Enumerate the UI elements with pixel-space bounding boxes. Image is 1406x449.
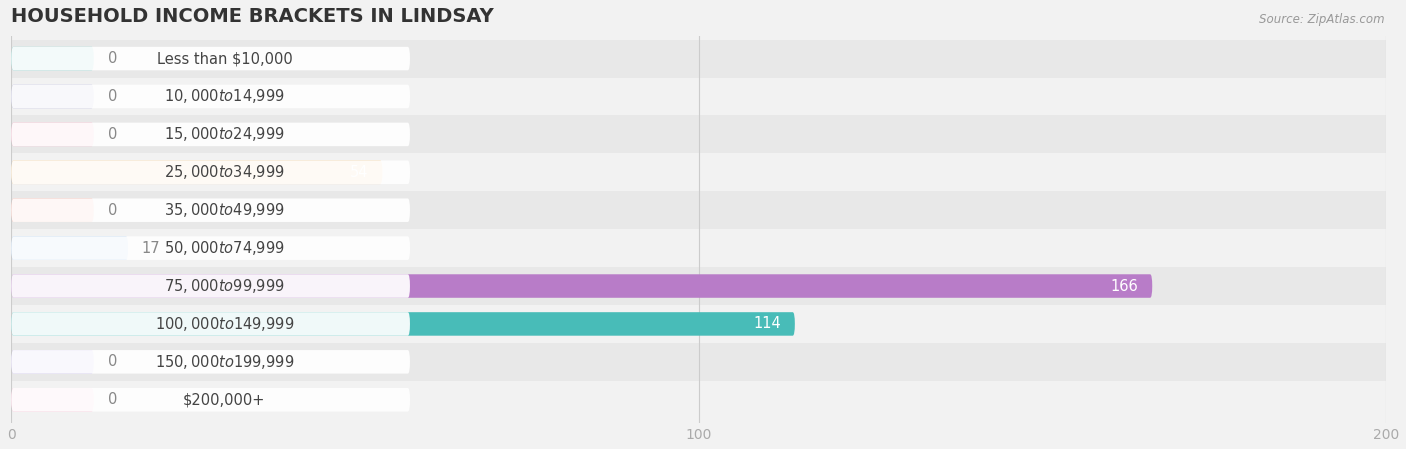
Text: 0: 0 <box>107 392 117 407</box>
FancyBboxPatch shape <box>11 123 94 146</box>
FancyBboxPatch shape <box>11 274 411 298</box>
FancyBboxPatch shape <box>11 236 411 260</box>
Bar <box>11 78 1386 115</box>
Text: 0: 0 <box>107 202 117 218</box>
FancyBboxPatch shape <box>11 350 411 374</box>
Bar <box>11 343 1386 381</box>
Text: Less than $10,000: Less than $10,000 <box>156 51 292 66</box>
Text: 0: 0 <box>107 354 117 370</box>
FancyBboxPatch shape <box>11 85 411 108</box>
Text: 166: 166 <box>1111 278 1139 294</box>
FancyBboxPatch shape <box>11 312 411 336</box>
Text: Source: ZipAtlas.com: Source: ZipAtlas.com <box>1260 13 1385 26</box>
FancyBboxPatch shape <box>11 236 128 260</box>
Bar <box>11 229 1386 267</box>
Bar <box>11 305 1386 343</box>
FancyBboxPatch shape <box>11 47 94 70</box>
FancyBboxPatch shape <box>11 312 794 336</box>
Text: 0: 0 <box>107 51 117 66</box>
Bar <box>11 154 1386 191</box>
FancyBboxPatch shape <box>11 161 382 184</box>
FancyBboxPatch shape <box>11 388 94 411</box>
Text: 17: 17 <box>142 241 160 255</box>
Text: $15,000 to $24,999: $15,000 to $24,999 <box>165 125 285 143</box>
Text: 0: 0 <box>107 89 117 104</box>
Bar <box>11 115 1386 154</box>
Text: HOUSEHOLD INCOME BRACKETS IN LINDSAY: HOUSEHOLD INCOME BRACKETS IN LINDSAY <box>11 7 494 26</box>
Bar <box>11 191 1386 229</box>
FancyBboxPatch shape <box>11 274 1153 298</box>
FancyBboxPatch shape <box>11 161 411 184</box>
FancyBboxPatch shape <box>11 350 94 374</box>
Text: $50,000 to $74,999: $50,000 to $74,999 <box>165 239 285 257</box>
FancyBboxPatch shape <box>11 85 94 108</box>
Text: $75,000 to $99,999: $75,000 to $99,999 <box>165 277 285 295</box>
FancyBboxPatch shape <box>11 198 411 222</box>
FancyBboxPatch shape <box>11 47 411 70</box>
Text: $150,000 to $199,999: $150,000 to $199,999 <box>155 353 294 371</box>
Text: $100,000 to $149,999: $100,000 to $149,999 <box>155 315 294 333</box>
Bar <box>11 267 1386 305</box>
Bar <box>11 381 1386 419</box>
Text: 114: 114 <box>754 317 782 331</box>
Text: 54: 54 <box>350 165 368 180</box>
Text: $35,000 to $49,999: $35,000 to $49,999 <box>165 201 285 219</box>
Text: $200,000+: $200,000+ <box>183 392 266 407</box>
FancyBboxPatch shape <box>11 123 411 146</box>
Text: $25,000 to $34,999: $25,000 to $34,999 <box>165 163 285 181</box>
Bar <box>11 40 1386 78</box>
Text: $10,000 to $14,999: $10,000 to $14,999 <box>165 88 285 106</box>
Text: 0: 0 <box>107 127 117 142</box>
FancyBboxPatch shape <box>11 388 411 411</box>
FancyBboxPatch shape <box>11 198 94 222</box>
